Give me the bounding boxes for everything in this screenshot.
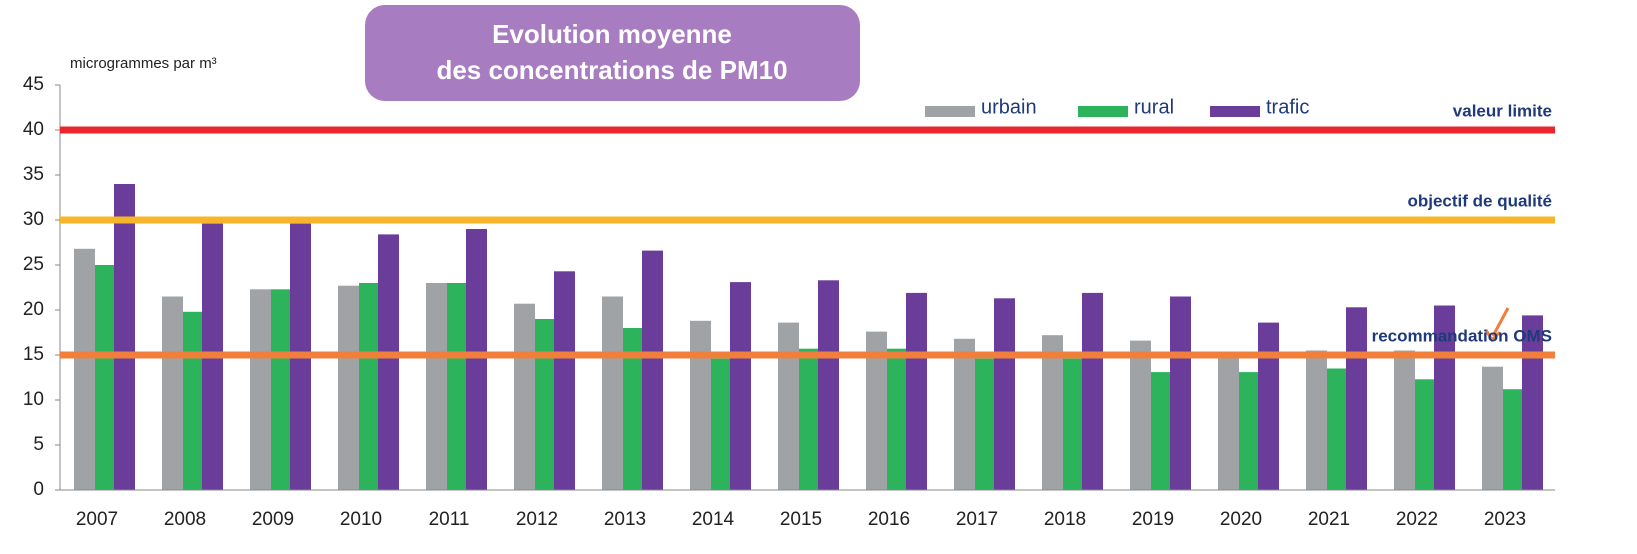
x-tick-label: 2016 xyxy=(868,509,910,530)
bar xyxy=(1482,366,1503,490)
bar xyxy=(250,289,271,490)
y-axis-label: microgrammes par m³ xyxy=(70,55,217,72)
bar xyxy=(690,320,711,490)
y-tick-label: 5 xyxy=(33,434,44,455)
bar xyxy=(338,285,359,490)
x-tick-label: 2009 xyxy=(252,509,294,530)
bar xyxy=(95,265,116,490)
x-tick-label: 2007 xyxy=(76,509,118,530)
bar xyxy=(1258,322,1279,490)
bar xyxy=(1170,296,1191,490)
bar xyxy=(114,184,135,490)
x-tick-label: 2014 xyxy=(692,509,735,530)
y-tick-label: 0 xyxy=(33,479,44,500)
x-tick-label: 2019 xyxy=(1132,509,1174,530)
reference-label: objectif de qualité xyxy=(1407,191,1552,210)
arrow xyxy=(1484,307,1510,343)
bar xyxy=(74,248,95,490)
bar xyxy=(975,358,996,490)
bar xyxy=(514,303,535,490)
bar xyxy=(466,229,487,490)
bar xyxy=(535,319,556,490)
bar xyxy=(1306,350,1327,490)
x-tick-label: 2010 xyxy=(340,509,382,530)
legend-swatch xyxy=(1078,106,1128,117)
x-tick-label: 2011 xyxy=(429,509,470,530)
y-tick-label: 35 xyxy=(23,164,44,185)
bar xyxy=(1151,372,1172,490)
reference-label: valeur limite xyxy=(1453,101,1552,120)
y-tick-label: 25 xyxy=(23,254,44,275)
bar xyxy=(426,283,447,490)
bar xyxy=(1415,379,1436,490)
bar xyxy=(162,296,183,490)
x-tick-label: 2008 xyxy=(164,509,206,530)
bar xyxy=(1218,354,1239,490)
y-tick-label: 20 xyxy=(23,299,44,320)
x-tick-label: 2020 xyxy=(1220,509,1262,530)
bar xyxy=(1082,292,1103,490)
x-tick-label: 2023 xyxy=(1484,509,1526,530)
x-tick-label: 2017 xyxy=(956,509,998,530)
bar xyxy=(359,283,380,490)
bar xyxy=(711,358,732,490)
bar xyxy=(1394,350,1415,490)
bar xyxy=(642,250,663,490)
chart-title: Evolution moyenne xyxy=(492,19,732,49)
legend-label: urbain xyxy=(981,96,1037,118)
y-tick-label: 15 xyxy=(23,344,44,365)
legend-label: rural xyxy=(1134,96,1174,118)
y-tick-label: 40 xyxy=(23,119,44,140)
bar xyxy=(1522,315,1543,490)
bar xyxy=(1346,307,1367,490)
bar xyxy=(602,296,623,490)
legend-swatch xyxy=(1210,106,1260,117)
bar xyxy=(906,292,927,490)
reference-label: recommandation OMS xyxy=(1372,326,1552,345)
title-box xyxy=(365,5,860,101)
bar xyxy=(887,348,908,490)
bar xyxy=(554,271,575,490)
bar xyxy=(778,322,799,490)
x-tick-label: 2015 xyxy=(780,509,822,530)
bar xyxy=(1130,340,1151,490)
bar xyxy=(818,280,839,490)
bar xyxy=(1042,335,1063,490)
bar xyxy=(866,331,887,490)
y-tick-label: 30 xyxy=(23,209,44,230)
legend-label: trafic xyxy=(1266,96,1309,118)
x-tick-label: 2012 xyxy=(516,509,558,530)
bar xyxy=(447,283,468,490)
x-tick-label: 2022 xyxy=(1396,509,1438,530)
chart-title: des concentrations de PM10 xyxy=(436,55,787,85)
bar xyxy=(1063,358,1084,490)
bar xyxy=(1503,389,1524,490)
bar xyxy=(623,328,644,490)
bar xyxy=(183,311,204,490)
bar xyxy=(1239,372,1260,490)
y-tick-label: 45 xyxy=(23,74,44,95)
x-tick-label: 2013 xyxy=(604,509,646,530)
x-tick-label: 2018 xyxy=(1044,509,1086,530)
y-tick-label: 10 xyxy=(23,389,44,410)
x-tick-label: 2021 xyxy=(1308,509,1350,530)
bar xyxy=(271,289,292,490)
legend-swatch xyxy=(925,106,975,117)
bar xyxy=(378,234,399,490)
bar xyxy=(954,338,975,490)
bar xyxy=(730,282,751,490)
bar xyxy=(994,298,1015,490)
bar xyxy=(1327,368,1348,490)
bar xyxy=(799,348,820,490)
